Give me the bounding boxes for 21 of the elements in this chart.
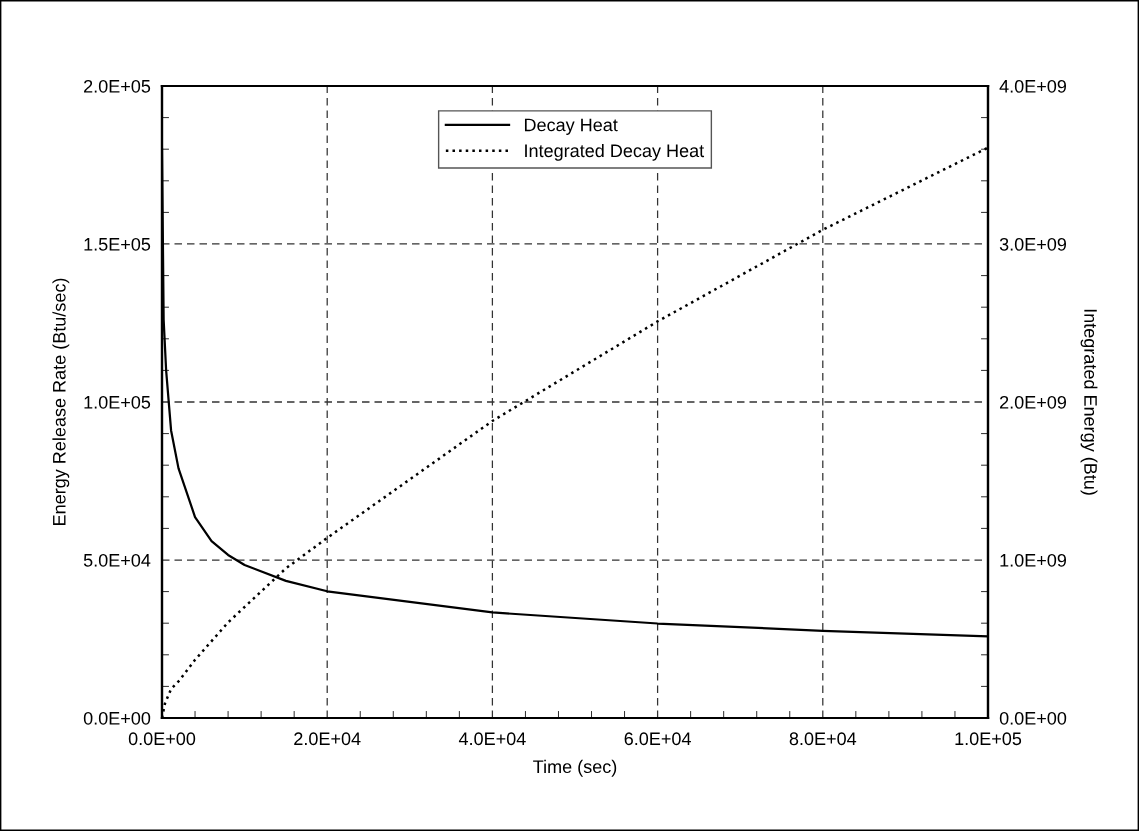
y-axis-title: Energy Release Rate (Btu/sec)	[52, 278, 70, 525]
x-tick-label: 1.0E+05	[955, 732, 1022, 746]
x-tick-label: 6.0E+04	[624, 732, 691, 746]
y-tick-label: 2.0E+05	[84, 79, 151, 93]
x-tick-label: 0.0E+00	[128, 732, 196, 746]
y2-tick-label: 0.0E+00	[999, 711, 1067, 725]
legend-label: Integrated Decay Heat	[525, 143, 705, 161]
y2-tick-label: 2.0E+09	[1000, 395, 1067, 409]
y-tick-label: 5.0E+04	[83, 553, 151, 567]
y2-axis-title: Integrated Energy (Btu)	[1080, 309, 1098, 495]
x-axis-title: Time (sec)	[533, 759, 617, 777]
y-tick-label: 1.0E+05	[84, 395, 151, 409]
y-tick-label: 1.5E+05	[84, 237, 151, 251]
y2-tick-label: 1.0E+09	[1000, 553, 1067, 567]
y-tick-label: 0.0E+00	[83, 711, 151, 725]
x-tick-label: 8.0E+04	[789, 732, 857, 746]
y2-tick-label: 4.0E+09	[999, 79, 1067, 93]
legend-label: Decay Heat	[524, 118, 618, 135]
y2-tick-label: 3.0E+09	[999, 237, 1067, 251]
x-tick-label: 4.0E+04	[458, 732, 526, 746]
x-tick-label: 2.0E+04	[294, 732, 361, 746]
